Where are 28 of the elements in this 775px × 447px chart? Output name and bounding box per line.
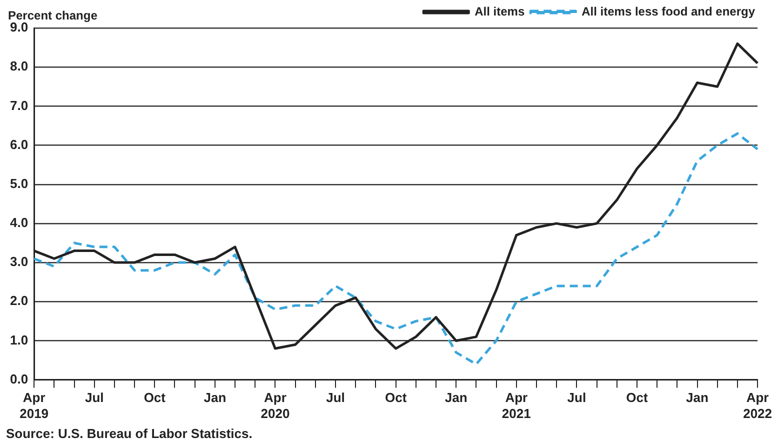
x-tick-label: Apr 2019 <box>20 390 49 421</box>
y-tick-label: 9.0 <box>10 20 28 35</box>
legend-label: All items less food and energy <box>582 4 756 18</box>
y-tick-label: 4.0 <box>10 215 28 230</box>
y-tick-label: 8.0 <box>10 58 28 74</box>
y-tick-label: 0.0 <box>10 371 28 386</box>
x-tick-label: Oct <box>626 390 648 406</box>
x-tick-label: Oct <box>384 390 408 406</box>
y-tick-label: 3.0 <box>10 254 28 270</box>
x-tick-label: Jan <box>444 390 468 406</box>
x-tick-label: Jan <box>686 390 709 406</box>
x-tick-label: Apr 2020 <box>260 390 290 421</box>
x-tick-label: Oct <box>144 390 166 406</box>
y-tick-label: 2.0 <box>10 293 28 308</box>
x-tick-label: Apr 2022 <box>743 390 772 421</box>
x-tick-label: Jul <box>567 390 586 406</box>
x-tick-label: Jan <box>204 390 226 406</box>
line-series <box>32 132 759 366</box>
y-axis-title: Percent change <box>8 8 98 22</box>
y-tick-label: 5.0 <box>10 176 28 191</box>
legend-label: All items <box>474 4 525 18</box>
y-tick-label: 1.0 <box>10 332 28 348</box>
x-tick-label: Apr 2021 <box>502 390 531 421</box>
x-tick-label: Jul <box>326 390 345 406</box>
x-tick-label: Jul <box>84 390 104 406</box>
y-tick-label: 6.0 <box>10 136 28 152</box>
y-tick-label: 7.0 <box>10 98 28 113</box>
source-note: Source: U.S. Bureau of Labor Statistics. <box>6 426 252 441</box>
